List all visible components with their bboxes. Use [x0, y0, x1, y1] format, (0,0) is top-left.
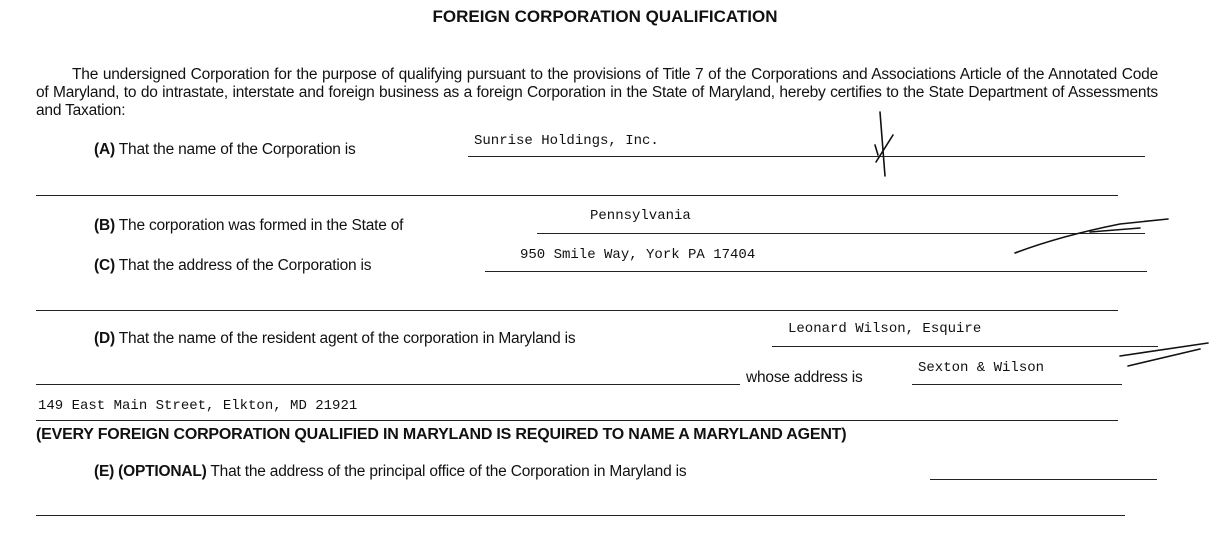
agent-address-line2[interactable]: 149 East Main Street, Elkton, MD 21921 [38, 398, 358, 414]
handwritten-check-mark [1014, 218, 1169, 254]
item-c-tag: (C) [94, 257, 115, 274]
handwritten-check-mark [879, 111, 886, 177]
field-line [772, 346, 1158, 347]
principal-office-field[interactable] [930, 479, 1157, 480]
handwritten-check-mark [1089, 227, 1141, 233]
item-e-text: That the address of the principal office… [210, 463, 687, 480]
intro-text: The undersigned Corporation for the purp… [36, 66, 1158, 119]
item-d-label: (D) That the name of the resident agent … [94, 330, 576, 348]
field-line [36, 384, 740, 385]
item-b-label: (B) The corporation was formed in the St… [94, 217, 403, 235]
field-line [912, 384, 1122, 385]
corporation-name-value[interactable]: Sunrise Holdings, Inc. [474, 133, 659, 149]
field-line [485, 271, 1147, 272]
item-a-label: (A) That the name of the Corporation is [94, 141, 356, 159]
item-c-label: (C) That the address of the Corporation … [94, 257, 372, 275]
field-line [36, 420, 1118, 421]
item-e-tag: (E) (OPTIONAL) [94, 463, 207, 480]
item-a-tag: (A) [94, 141, 115, 158]
item-d-text: That the name of the resident agent of t… [118, 330, 576, 347]
item-b-text: The corporation was formed in the State … [118, 217, 404, 234]
address-label: whose address is [746, 369, 863, 386]
item-d-tag: (D) [94, 330, 115, 347]
resident-agent-value[interactable]: Leonard Wilson, Esquire [788, 321, 982, 337]
corporation-address-value[interactable]: 950 Smile Way, York PA 17404 [520, 247, 756, 263]
item-c-text: That the address of the Corporation is [118, 257, 372, 274]
field-line [36, 195, 1118, 196]
field-line [36, 310, 1118, 311]
item-b-tag: (B) [94, 217, 115, 234]
handwritten-check-mark [1119, 342, 1209, 367]
agent-address-value[interactable]: Sexton & Wilson [918, 360, 1045, 376]
item-e-label: (E) (OPTIONAL) That the address of the p… [94, 463, 687, 481]
field-line [36, 515, 1125, 516]
field-line [537, 233, 1145, 234]
field-line [468, 156, 1145, 157]
form-title: FOREIGN CORPORATION QUALIFICATION [432, 7, 778, 26]
intro-paragraph: The undersigned Corporation for the purp… [36, 66, 1158, 120]
handwritten-check-mark [874, 134, 894, 163]
agent-notice: (EVERY FOREIGN CORPORATION QUALIFIED IN … [36, 426, 847, 443]
formation-state-value[interactable]: Pennsylvania [590, 208, 691, 224]
item-a-text: That the name of the Corporation is [118, 141, 356, 158]
